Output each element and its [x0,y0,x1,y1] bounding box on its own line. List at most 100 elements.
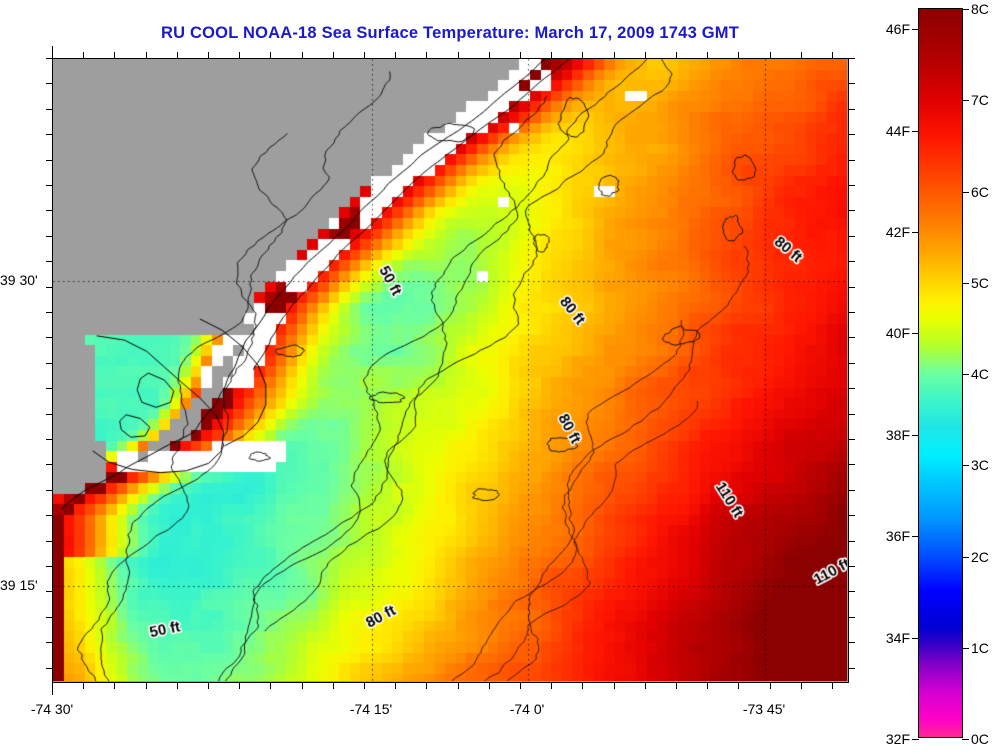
colorbar-gradient [919,9,962,737]
y-axis-minor-tick [46,668,52,669]
x-axis-minor-tick [114,683,115,689]
colorbar[interactable]: 8C 7C 6C 5C 4C 3C 2C 1C 0C 46F 44F 42F 40F 38F 36F 34F 3… [886,1,989,747]
x-axis-minor-tick-top [426,52,427,58]
x-axis-label: -74 30' [30,701,74,717]
y-axis-minor-tick-right [849,83,855,84]
colorbar-label-celsius: 3C [971,457,989,474]
colorbar-tick-celsius [962,282,969,284]
colorbar-label-celsius: 5C [971,274,989,291]
x-axis-minor-tick-top [582,52,583,58]
y-axis-minor-tick [46,236,52,237]
x-axis-minor-tick-top [770,52,771,58]
x-axis-minor-tick-top [832,52,833,58]
x-axis-minor-tick-top [520,52,521,58]
x-axis-minor-tick-top [614,52,615,58]
y-axis-minor-tick-right [849,617,855,618]
y-axis-minor-tick-right [849,490,855,491]
y-axis-minor-tick [46,58,52,59]
x-axis-minor-tick [239,683,240,689]
y-axis-minor-tick [46,160,52,161]
y-axis-minor-tick [46,210,52,211]
x-axis-label: -74 15' [349,701,393,717]
x-axis-minor-tick-top [83,52,84,58]
x-axis-minor-tick [364,683,365,689]
y-axis-minor-tick-right [849,591,855,592]
x-axis-minor-tick [302,683,303,689]
x-axis-minor-tick-top [364,52,365,58]
colorbar-label-celsius: 8C [971,1,989,17]
colorbar-label-fahrenheit: 38F [885,426,910,443]
x-axis-minor-tick [489,683,490,689]
x-axis-minor-tick [645,683,646,689]
colorbar-tick-celsius [962,647,969,649]
colorbar-tick-fahrenheit [912,333,919,335]
y-axis-minor-tick [46,490,52,491]
map-plot-area[interactable] [52,58,849,683]
colorbar-tick-fahrenheit [912,130,919,132]
y-axis-minor-tick [46,388,52,389]
x-axis-minor-tick-top [208,52,209,58]
x-axis-minor-tick-top [395,52,396,58]
y-axis-minor-tick [46,566,52,567]
colorbar-label-fahrenheit: 44F [885,122,910,139]
y-axis-minor-tick-right [849,464,855,465]
y-axis-minor-tick [46,363,52,364]
x-axis-minor-tick [146,683,147,689]
colorbar-tick-fahrenheit [912,434,919,436]
colorbar-label-fahrenheit: 36F [885,528,910,545]
colorbar-label-celsius: 1C [971,639,989,656]
y-axis-minor-tick-right [849,287,855,288]
x-axis-minor-tick [614,683,615,689]
x-axis-minor-tick [676,683,677,689]
y-axis-minor-tick [46,261,52,262]
colorbar-label-fahrenheit: 32F [885,731,910,747]
y-axis-minor-tick [46,109,52,110]
x-axis-minor-tick [832,683,833,689]
y-axis-minor-tick [46,185,52,186]
colorbar-label-celsius: 2C [971,548,989,565]
y-axis-minor-tick-right [849,566,855,567]
y-axis-minor-tick [46,337,52,338]
y-axis-minor-tick [46,515,52,516]
x-axis-minor-tick [426,683,427,689]
x-axis-minor-tick [333,683,334,689]
x-axis-minor-tick-top [270,52,271,58]
y-axis-minor-tick [46,464,52,465]
colorbar-label-celsius: 7C [971,92,989,109]
y-axis-minor-tick [46,414,52,415]
colorbar-tick-fahrenheit [912,739,919,740]
x-axis-minor-tick-top [239,52,240,58]
x-axis-minor-tick [395,683,396,689]
x-axis-minor-tick [177,683,178,689]
colorbar-tick-fahrenheit [912,536,919,538]
x-axis-minor-tick [770,683,771,689]
y-axis-minor-tick-right [849,160,855,161]
coastline-bathymetry-overlay [53,59,847,681]
x-axis-minor-tick-top [801,52,802,58]
colorbar-label-celsius: 4C [971,366,989,382]
page-title: RU COOL NOAA-18 Sea Surface Temperature:… [161,24,739,42]
x-axis-minor-tick [270,683,271,689]
x-axis-major-tick [52,683,53,695]
x-axis-label: -74 0' [509,701,545,717]
y-axis-minor-tick-right [849,668,855,669]
colorbar-tick-celsius [962,374,969,375]
x-axis-minor-tick [458,683,459,689]
y-axis-minor-tick-right [849,109,855,110]
y-axis-minor-tick [46,312,52,313]
colorbar-label-celsius: 0C [971,731,989,747]
x-axis-minor-tick [801,683,802,689]
y-axis-minor-tick-right [849,363,855,364]
x-axis-minor-tick [83,683,84,689]
x-axis-minor-tick-top [489,52,490,58]
x-axis-minor-tick-top [302,52,303,58]
y-axis-label: 39 15' [0,577,38,593]
y-axis-label: 39 30' [0,272,38,288]
y-axis-minor-tick-right [849,642,855,643]
colorbar-label-fahrenheit: 40F [885,325,910,342]
colorbar-tick-celsius [962,739,969,740]
x-axis-minor-tick-top [676,52,677,58]
x-axis-minor-tick [707,683,708,689]
y-axis-minor-tick [46,541,52,542]
x-axis-minor-tick [208,683,209,689]
